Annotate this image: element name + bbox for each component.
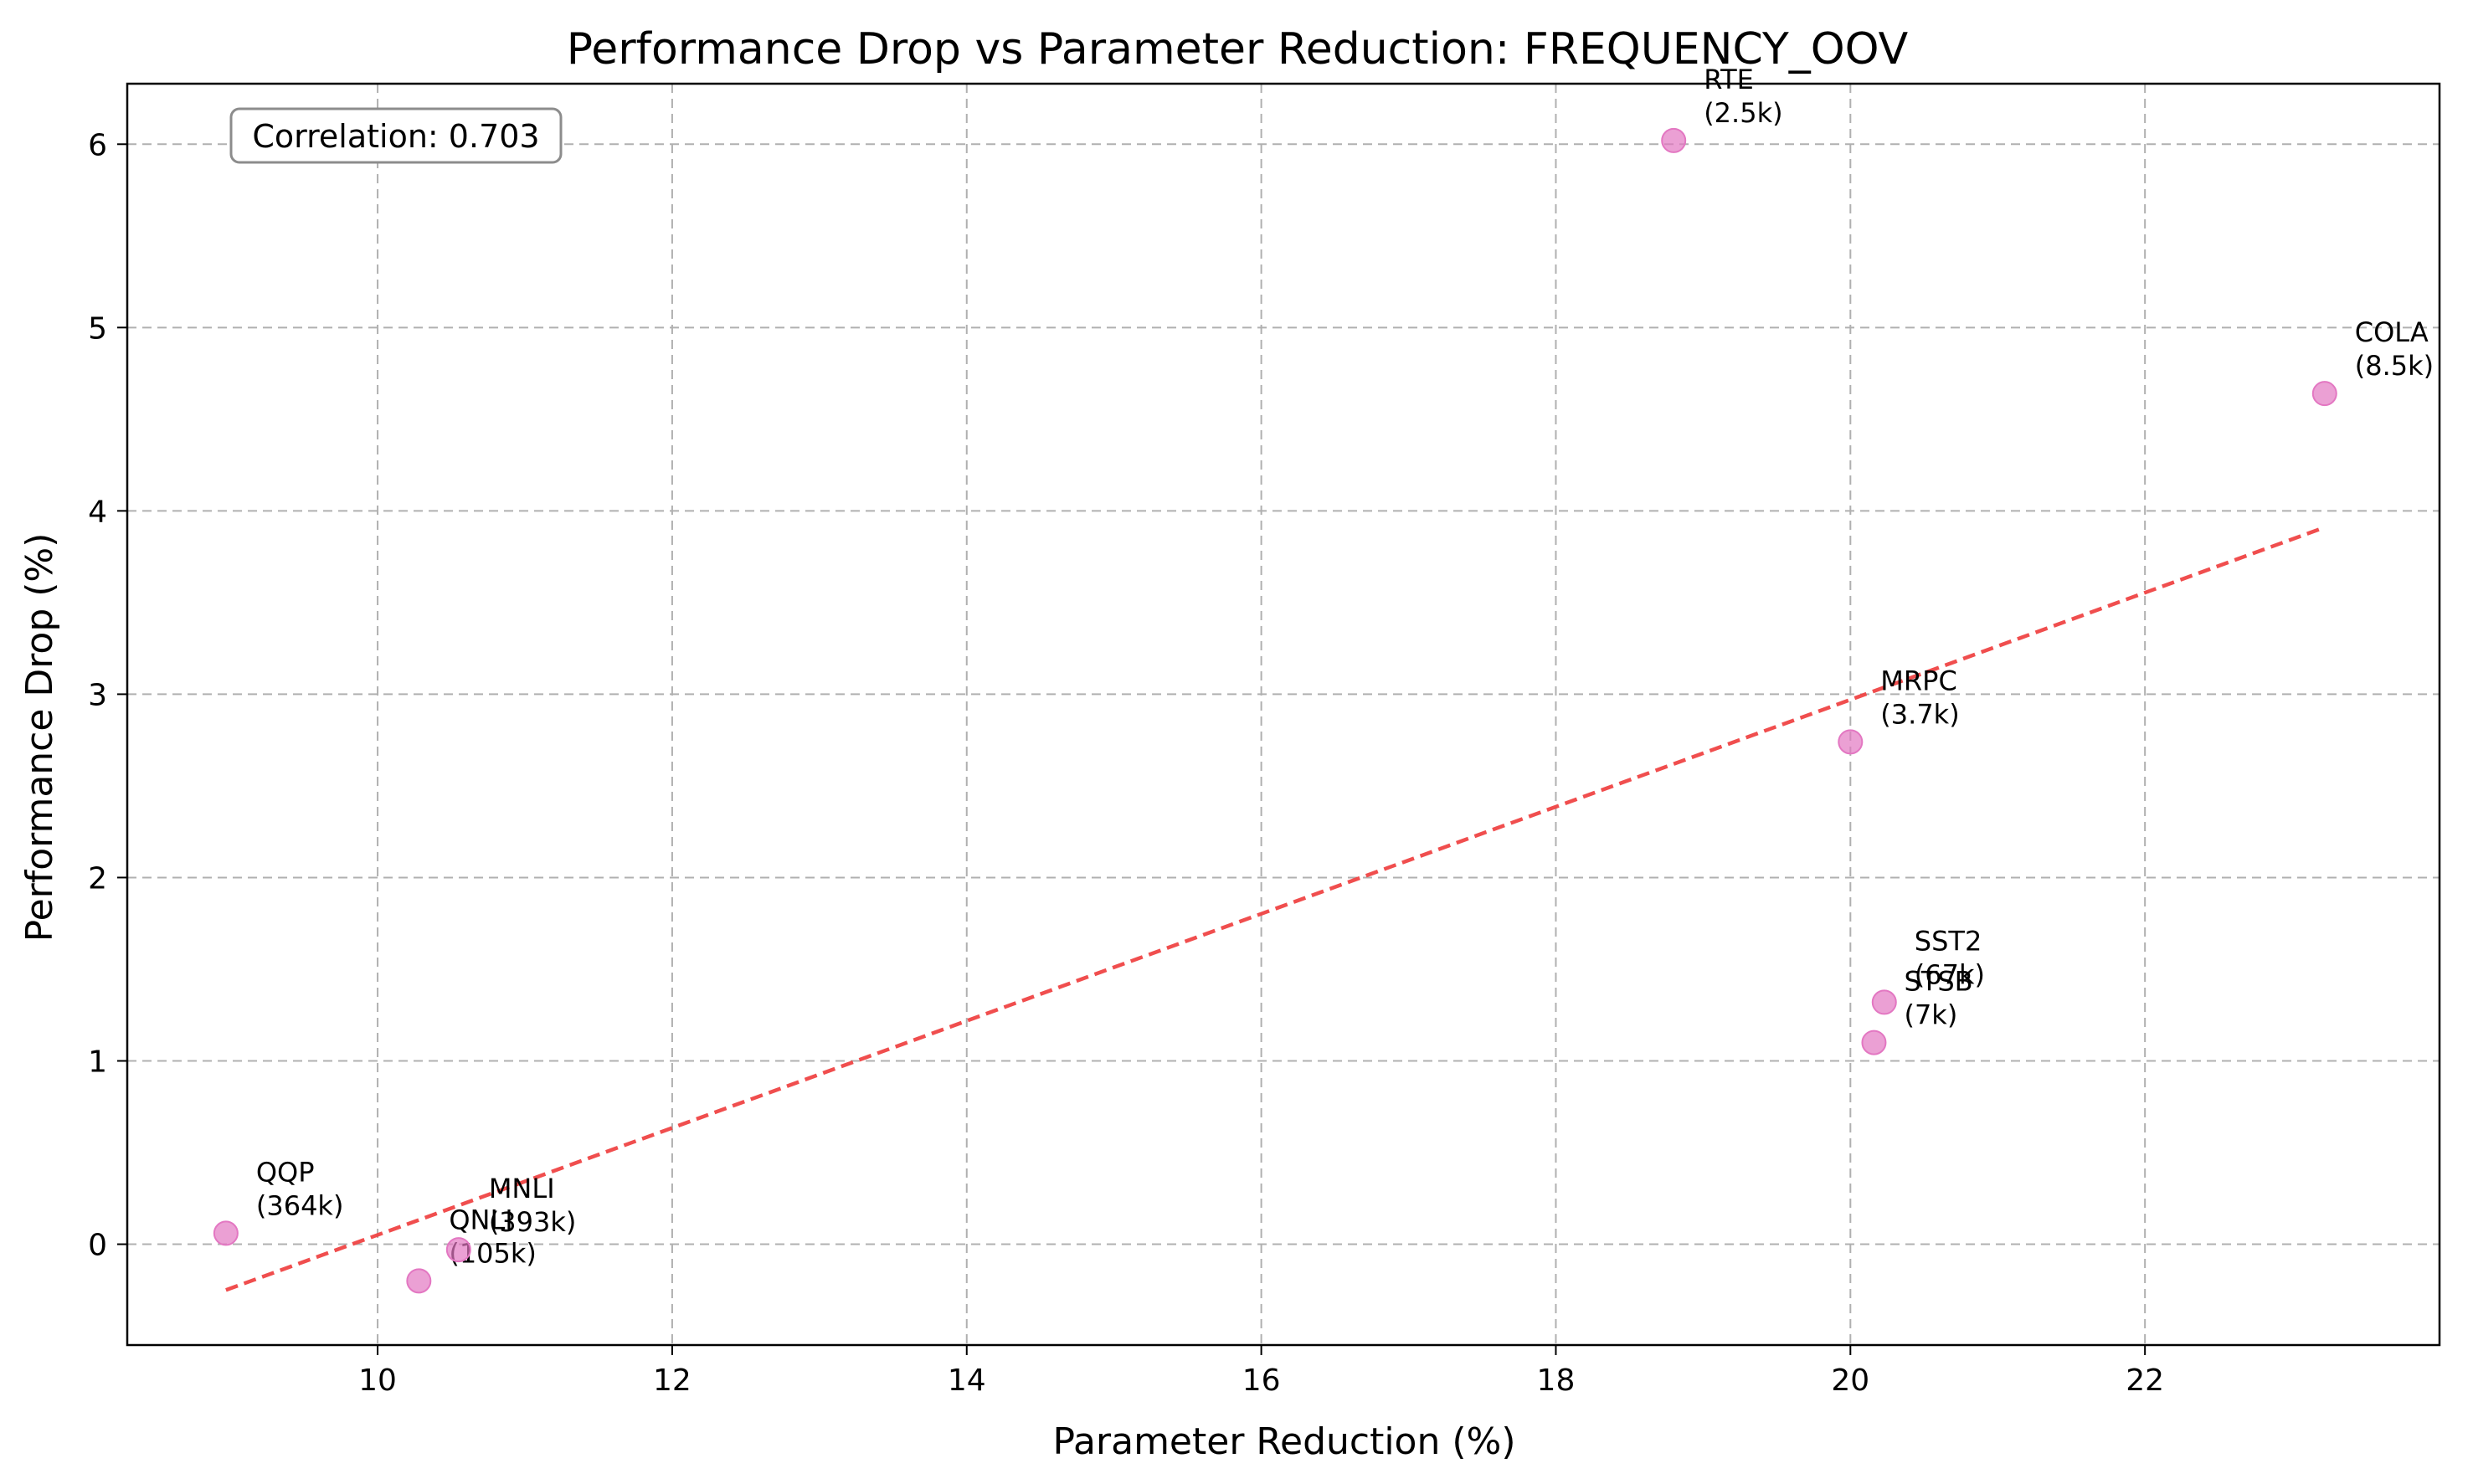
point-label-name: COLA — [2355, 316, 2429, 348]
data-point — [1661, 127, 1687, 153]
point-label-size: (8.5k) — [2355, 350, 2434, 382]
axes-frame — [126, 82, 2441, 1347]
point-label-name: QNLI — [449, 1204, 512, 1235]
point-label-name: MRPC — [1880, 665, 1956, 696]
point-label-name: SST2 — [1915, 925, 1982, 957]
point-label-size: (67k) — [1915, 958, 1985, 990]
data-point — [2311, 381, 2337, 407]
y-axis-title: Performance Drop (%) — [18, 533, 61, 942]
correlation-text: Correlation: 0.703 — [252, 118, 539, 155]
x-tick-label: 16 — [1242, 1363, 1281, 1398]
point-label-size: (393k) — [489, 1206, 577, 1238]
y-tick-label: 5 — [88, 311, 107, 346]
y-tick-label: 1 — [88, 1045, 107, 1079]
data-point — [213, 1220, 239, 1246]
data-point — [445, 1237, 471, 1263]
y-tick-label: 6 — [88, 128, 107, 162]
point-label-name: MNLI — [489, 1173, 555, 1204]
trend-line — [225, 525, 2326, 1292]
correlation-box — [229, 107, 563, 164]
y-tick-label: 0 — [88, 1229, 107, 1263]
x-tick-label: 18 — [1537, 1363, 1576, 1398]
data-point — [406, 1268, 432, 1294]
y-tick-label: 4 — [88, 495, 107, 529]
x-axis-title: Parameter Reduction (%) — [1053, 1420, 1516, 1463]
point-label-size: (7k) — [1904, 999, 1957, 1031]
point-label-name: STSB — [1904, 966, 1972, 998]
chart-title: Performance Drop vs Parameter Reduction:… — [567, 24, 1909, 74]
point-label-size: (3.7k) — [1880, 698, 1959, 730]
x-tick-label: 14 — [948, 1363, 986, 1398]
point-label-size: (364k) — [256, 1189, 344, 1221]
point-label-name: RTE — [1704, 64, 1754, 95]
x-tick-label: 12 — [653, 1363, 692, 1398]
x-tick-label: 10 — [358, 1363, 397, 1398]
data-point — [1838, 729, 1864, 755]
point-label-size: (2.5k) — [1704, 97, 1782, 129]
point-label-name: QQP — [256, 1156, 315, 1188]
x-tick-label: 22 — [2126, 1363, 2164, 1398]
y-tick-label: 2 — [88, 861, 107, 896]
data-point — [1871, 989, 1897, 1015]
y-tick-label: 3 — [88, 678, 107, 712]
data-point — [1861, 1030, 1887, 1055]
x-tick-label: 20 — [1831, 1363, 1869, 1398]
